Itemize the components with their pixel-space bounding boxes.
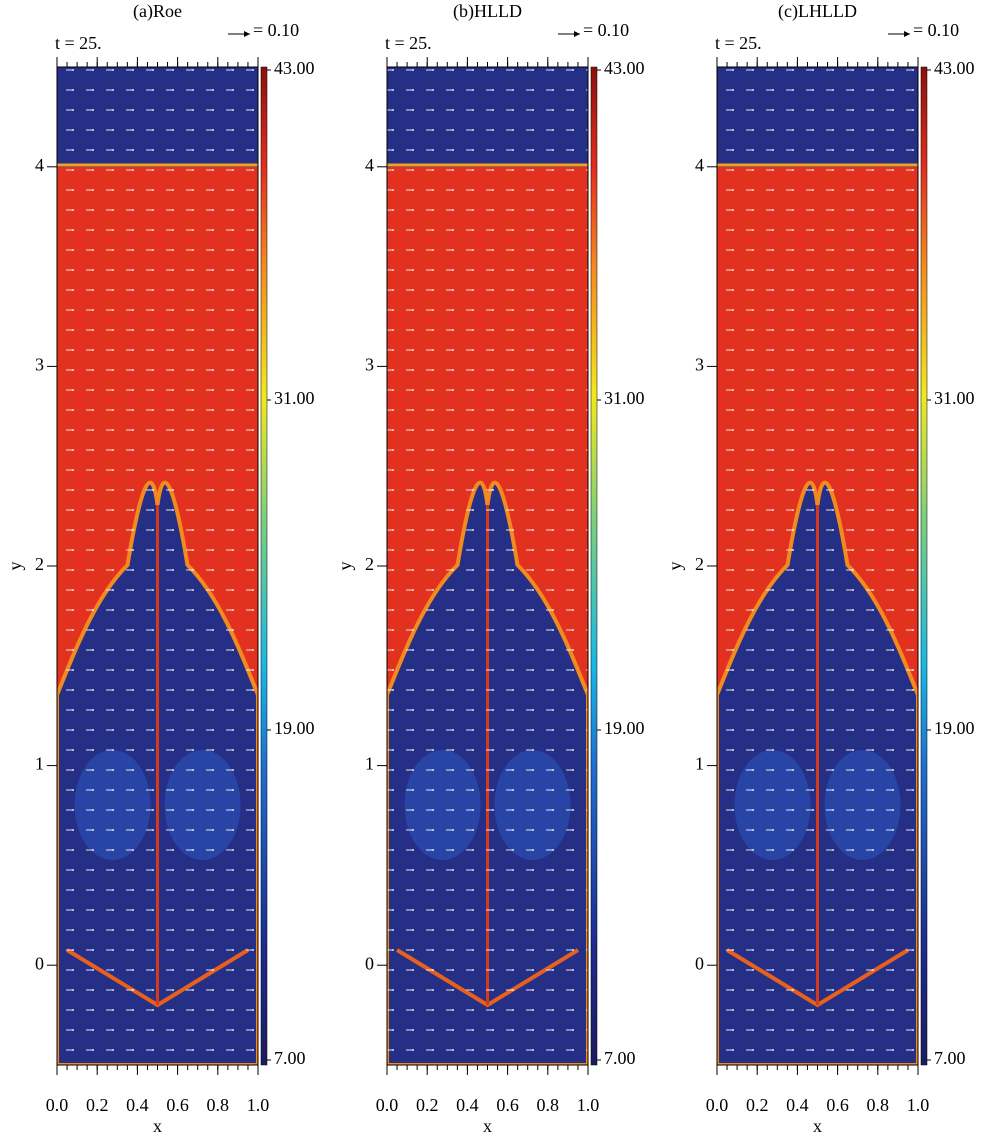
colorbar-label: 19.00 [274, 718, 315, 738]
x-label: x [483, 1116, 492, 1136]
time-label: t = 25. [715, 33, 762, 53]
y-tick-label: 4 [35, 155, 44, 175]
panel: 0.0 0.2 0.4 0.6 0.8 1.0 0 1 2 3 4 x y (c)LHLLD t = 25.… [665, 1, 974, 1136]
colorbar-label: 19.00 [604, 718, 645, 738]
field [717, 67, 918, 1065]
x-tick-label: 0.2 [416, 1095, 439, 1115]
x-tick-label: 0.6 [826, 1095, 849, 1115]
y-label: y [335, 562, 355, 571]
colorbar [921, 67, 927, 1065]
x-tick-label: 0.8 [207, 1095, 230, 1115]
colorbar-label: 31.00 [604, 388, 645, 408]
y-tick-label: 2 [365, 554, 374, 574]
field [57, 67, 258, 1065]
x-tick-label: 1.0 [907, 1095, 930, 1115]
colorbar-label: 7.00 [604, 1048, 636, 1068]
figure: 0.0 0.2 0.4 0.6 0.8 1.0 0 1 2 3 4 x y (a)Roe t = 25. = … [0, 0, 985, 1139]
vector-key-label: = 0.10 [913, 20, 959, 40]
panel-title: (a)Roe [133, 1, 182, 22]
panel: 0.0 0.2 0.4 0.6 0.8 1.0 0 1 2 3 4 x y (b)HLLD t = 25. =… [335, 1, 644, 1136]
time-label: t = 25. [55, 33, 102, 53]
x-tick-label: 1.0 [247, 1095, 270, 1115]
colorbar-label: 31.00 [934, 388, 975, 408]
x-tick-label: 0.6 [166, 1095, 189, 1115]
y-label: y [5, 562, 25, 571]
y-label: y [665, 562, 685, 571]
vector-key-head [244, 31, 250, 37]
vector-key-label: = 0.10 [253, 20, 299, 40]
colorbar-label: 7.00 [934, 1048, 966, 1068]
colorbar-label: 31.00 [274, 388, 315, 408]
colorbar-label: 43.00 [934, 58, 975, 78]
x-tick-label: 0.0 [376, 1095, 399, 1115]
y-tick-label: 2 [35, 554, 44, 574]
field [387, 67, 588, 1065]
colorbar [261, 67, 267, 1065]
colorbar-label: 43.00 [274, 58, 315, 78]
y-tick-label: 2 [695, 554, 704, 574]
x-label: x [813, 1116, 822, 1136]
velocity-field [387, 67, 588, 1065]
x-tick-label: 0.6 [496, 1095, 519, 1115]
colorbar-label: 7.00 [274, 1048, 306, 1068]
vector-key-label: = 0.10 [583, 20, 629, 40]
vector-key-head [574, 31, 580, 37]
velocity-field [57, 67, 258, 1065]
x-tick-label: 0.0 [706, 1095, 729, 1115]
x-tick-label: 1.0 [577, 1095, 600, 1115]
y-tick-label: 0 [365, 953, 374, 973]
colorbar-label: 43.00 [604, 58, 645, 78]
y-tick-label: 3 [365, 355, 374, 375]
x-tick-label: 0.4 [456, 1095, 479, 1115]
velocity-field [717, 67, 918, 1065]
y-tick-label: 3 [695, 355, 704, 375]
y-tick-label: 1 [35, 754, 44, 774]
x-tick-label: 0.0 [46, 1095, 69, 1115]
y-tick-label: 4 [695, 155, 704, 175]
y-tick-label: 3 [35, 355, 44, 375]
x-tick-label: 0.4 [126, 1095, 149, 1115]
panel-title: (b)HLLD [453, 1, 522, 22]
y-tick-label: 0 [695, 953, 704, 973]
y-tick-label: 1 [365, 754, 374, 774]
panel-title: (c)LHLLD [778, 1, 857, 22]
x-tick-label: 0.8 [867, 1095, 890, 1115]
colorbar [591, 67, 597, 1065]
x-label: x [153, 1116, 162, 1136]
vector-key-head [904, 31, 910, 37]
y-tick-label: 4 [365, 155, 374, 175]
panel: 0.0 0.2 0.4 0.6 0.8 1.0 0 1 2 3 4 x y (a)Roe t = 25. = … [5, 1, 314, 1136]
x-tick-label: 0.2 [86, 1095, 109, 1115]
colorbar-label: 19.00 [934, 718, 975, 738]
x-tick-label: 0.8 [537, 1095, 560, 1115]
x-tick-label: 0.2 [746, 1095, 769, 1115]
y-tick-label: 1 [695, 754, 704, 774]
time-label: t = 25. [385, 33, 432, 53]
x-tick-label: 0.4 [786, 1095, 809, 1115]
y-tick-label: 0 [35, 953, 44, 973]
